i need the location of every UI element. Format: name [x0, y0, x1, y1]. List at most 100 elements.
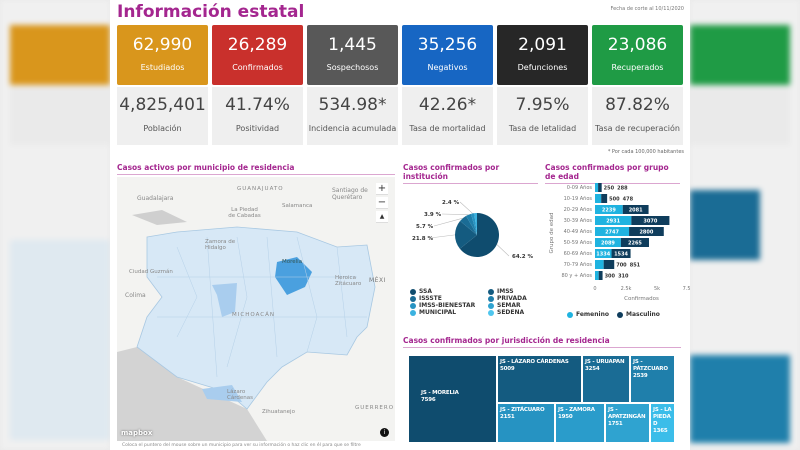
- pie-slice[interactable]: [460, 215, 477, 235]
- info-icon[interactable]: i: [380, 428, 389, 437]
- rate-value: 41.74%: [225, 95, 290, 115]
- compass-button[interactable]: ▲: [376, 211, 388, 223]
- stat-label: Negativos: [427, 63, 468, 72]
- age-bar[interactable]: [595, 260, 604, 269]
- age-bar[interactable]: [595, 205, 623, 214]
- treemap-cell[interactable]: JS - LÁZARO CÁRDENAS 5009: [497, 355, 582, 403]
- pie-slice[interactable]: [459, 213, 499, 257]
- age-bar[interactable]: [595, 249, 612, 258]
- map-label: Ciudad Guzmán: [129, 269, 173, 275]
- x-tick-label: 2.5k: [621, 286, 632, 292]
- map[interactable]: GUANAJUATO Santiago de Querétaro Guadala…: [117, 177, 395, 441]
- pie-label: 64.2 %: [512, 254, 533, 260]
- age-bar[interactable]: [611, 249, 631, 258]
- mapbox-logo[interactable]: mapbox: [121, 429, 153, 437]
- age-bar[interactable]: [601, 194, 608, 203]
- stat-card-0: 62,990 Estudiados: [117, 25, 208, 85]
- municipio-morelia[interactable]: [275, 257, 312, 295]
- ocean: [117, 347, 267, 441]
- rate-label: Población: [143, 124, 182, 133]
- treemap-cell[interactable]: JS - URUAPAN 3254: [582, 355, 630, 403]
- zoom-out-button[interactable]: −: [376, 197, 388, 209]
- age-bar[interactable]: [595, 183, 599, 192]
- age-bar[interactable]: [595, 271, 599, 280]
- legend-dot-icon: [567, 311, 573, 318]
- treemap-cell[interactable]: JS - ZAMORA 1950: [555, 403, 605, 443]
- stat-card-1: 26,289 Confirmados: [212, 25, 303, 85]
- age-bar[interactable]: [598, 183, 602, 192]
- age-tick-label: 80 y + Años: [561, 273, 592, 279]
- age-tick-label: 10-19 Años: [564, 196, 593, 202]
- pie-legend-item[interactable]: ISSSTE: [410, 295, 442, 302]
- treemap-cell-value: 2151: [500, 414, 515, 421]
- age-bar[interactable]: [620, 238, 649, 247]
- age-legend-item[interactable]: Femenino: [567, 311, 609, 318]
- age-bar[interactable]: [595, 238, 621, 247]
- pie-legend-item[interactable]: SEDENA: [488, 309, 524, 316]
- municipio-uruapan[interactable]: [212, 283, 237, 317]
- stat-label: Confirmados: [232, 63, 283, 72]
- map-label: Guadalajara: [137, 195, 174, 202]
- footnote: * Por cada 100,000 habitantes: [607, 149, 684, 155]
- pie-leader-line: [433, 217, 463, 227]
- age-bar[interactable]: [598, 271, 603, 280]
- pie-slice[interactable]: [466, 213, 477, 235]
- pie-legend-item[interactable]: SSA: [410, 288, 432, 295]
- legend-dot-icon: [410, 302, 416, 309]
- age-bar-label: 2239: [602, 208, 616, 214]
- age-legend-item[interactable]: Masculino: [617, 311, 660, 318]
- age-bar-label: 3070: [643, 219, 657, 225]
- age-bar[interactable]: [595, 194, 602, 203]
- pie-leader-line: [429, 234, 456, 239]
- pie-legend-item[interactable]: PRIVADA: [488, 295, 527, 302]
- stat-label: Sospechosos: [326, 63, 379, 72]
- treemap-cell[interactable]: JS - PÁTZCUARO 2539: [630, 355, 675, 403]
- legend-label: SSA: [419, 288, 433, 295]
- page-title: Información estatal: [117, 2, 305, 22]
- age-bar-label: 2081: [629, 208, 643, 214]
- rate-label: Incidencia acumulada: [308, 124, 397, 133]
- pie-legend-item[interactable]: MUNICIPAL: [410, 309, 456, 316]
- age-bar[interactable]: [631, 216, 670, 225]
- treemap-cell[interactable]: JS - APATZINGÁN 1751: [605, 403, 650, 443]
- treemap-cell-value: 3254: [585, 366, 600, 373]
- age-bar-label: 2089: [601, 241, 615, 247]
- age-bar[interactable]: [629, 227, 664, 236]
- age-tick-label: 0-09 Años: [567, 185, 593, 191]
- pie-slice[interactable]: [470, 213, 477, 235]
- stat-value: 62,990: [132, 35, 193, 55]
- age-bar[interactable]: [595, 216, 632, 225]
- stat-value: 35,256: [417, 35, 478, 55]
- pie-legend-item[interactable]: IMSS-BIENESTAR: [410, 302, 475, 309]
- pie-slice[interactable]: [474, 213, 477, 235]
- map-label: Heroica Zitácuaro: [335, 275, 362, 287]
- map-label: GUERRERO: [355, 405, 395, 411]
- pie-legend-item[interactable]: SEMAR: [488, 302, 521, 309]
- age-tick-label: 30-39 Años: [564, 218, 593, 224]
- treemap-cell[interactable]: JS - ZITÁCUARO 2151: [497, 403, 555, 443]
- pie-label: 21.8 %: [412, 236, 433, 242]
- pie-slice[interactable]: [455, 220, 477, 249]
- age-bar[interactable]: [603, 260, 615, 269]
- legend-label: SEMAR: [497, 302, 521, 309]
- age-bar-label: 2747: [605, 230, 619, 236]
- blurred-right-margin: [690, 0, 800, 450]
- age-bar[interactable]: [595, 227, 630, 236]
- age-bar-label: 478: [623, 197, 634, 203]
- legend-dot-icon: [617, 311, 623, 318]
- treemap-cell-value: 1950: [558, 414, 573, 421]
- municipio-lazaro-cardenas[interactable]: [202, 385, 242, 402]
- age-bar[interactable]: [622, 205, 649, 214]
- treemap-cell[interactable]: JS - LA PIEDAD 1365: [650, 403, 675, 443]
- stat-card-2: 1,445 Sospechosos: [307, 25, 398, 85]
- pie-legend-item[interactable]: IMSS: [488, 288, 514, 295]
- map-label: La Piedad de Cabadas: [228, 207, 261, 219]
- rate-label: Tasa de mortalidad: [409, 124, 486, 133]
- legend-label: IMSS-BIENESTAR: [419, 302, 476, 309]
- map-label: Morelia: [282, 259, 303, 265]
- map-label: Zamora de Hidalgo: [205, 239, 236, 251]
- map-caption: Coloca el puntero del mouse sobre un mun…: [122, 443, 361, 448]
- rate-label: Positividad: [235, 124, 280, 133]
- treemap-cell[interactable]: JS - MORELIA 7596: [408, 355, 497, 443]
- zoom-in-button[interactable]: +: [376, 183, 388, 195]
